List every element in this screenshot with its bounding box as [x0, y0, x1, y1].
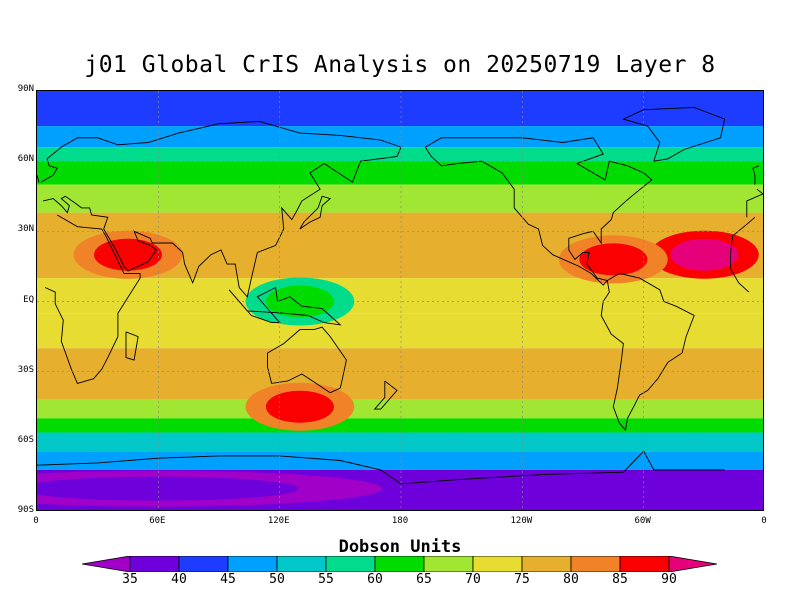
coastline-greenland: [622, 106, 726, 162]
colorbar-tick-label: 75: [514, 572, 530, 587]
band-3: [37, 161, 763, 185]
colorbar-low-arrow: [82, 556, 131, 572]
latitude-label: 30S: [17, 364, 34, 375]
band-4: [37, 184, 763, 213]
colorbar-swatch: [129, 556, 180, 572]
colorbar-title: Dobson Units: [338, 537, 462, 557]
longitude-label: 60W: [634, 516, 651, 526]
feature-1: [670, 238, 739, 271]
longitude-label: 0: [33, 516, 39, 526]
band-10: [37, 418, 763, 433]
latitude-label: 90S: [17, 505, 34, 515]
colorbar: [82, 556, 718, 572]
colorbar-tick-label: 65: [416, 572, 432, 587]
colorbar-swatch: [178, 556, 229, 572]
coastline-new-zealand: [373, 380, 398, 410]
colorbar-tick-label: 55: [318, 572, 334, 587]
colorbar-swatch: [521, 556, 572, 572]
band-11: [37, 432, 763, 452]
coastline-madagascar: [125, 331, 139, 361]
colorbar-tick-label: 60: [367, 572, 383, 587]
longitude-label: 120W: [510, 516, 533, 526]
coastline-british-isles: [37, 165, 760, 185]
coastline-japan: [299, 195, 332, 230]
colorbar-tick-label: 85: [612, 572, 628, 587]
grid-lines: [37, 91, 763, 510]
longitude-label: 180: [391, 516, 409, 526]
latitude-label: 60S: [17, 434, 34, 445]
coastline-indonesia: [228, 286, 342, 326]
colorbar-tick-label: 45: [220, 572, 236, 587]
feature-3: [265, 390, 334, 423]
longitude-label: 120E: [267, 516, 290, 526]
coastline-eurasia: [40, 120, 763, 298]
colorbar-swatch: [570, 556, 621, 572]
map-title: j01 Global CrIS Analysis on 20250719 Lay…: [84, 52, 716, 78]
longitude-label: 60E: [149, 516, 166, 526]
band-12: [37, 451, 763, 470]
colorbar-swatch: [619, 556, 670, 572]
colorbar-swatch: [276, 556, 327, 572]
band-1: [37, 126, 763, 148]
colorbar-swatch: [374, 556, 425, 572]
coastline-antarctica: [37, 450, 725, 485]
colorbar-tick-label: 35: [122, 572, 138, 587]
feature-2: [579, 243, 648, 276]
band-0: [37, 91, 763, 127]
latitude-label: 30N: [17, 224, 34, 235]
longitude-label: 0: [761, 516, 767, 526]
band-2: [37, 147, 763, 162]
latitude-label: EQ: [23, 294, 34, 305]
colorbar-high-arrow: [668, 556, 718, 572]
band-6: [37, 278, 763, 314]
coastline-africa: [44, 214, 756, 384]
coastlines: [37, 106, 763, 485]
colorbar-swatch: [325, 556, 376, 572]
band-8: [37, 348, 763, 400]
colorbar-tick-label: 80: [563, 572, 579, 587]
colorbar-tick-label: 90: [661, 572, 677, 587]
coastline-south-america: [600, 272, 695, 432]
feature-5: [37, 476, 299, 501]
colorbar-swatch: [423, 556, 474, 572]
latitude-label: 60N: [17, 154, 34, 165]
ozone-map: [37, 91, 763, 510]
colorbar-tick-label: 40: [171, 572, 187, 587]
latitude-label: 90N: [17, 84, 34, 94]
colorbar-tick-label: 70: [465, 572, 481, 587]
band-9: [37, 399, 763, 419]
map-panel: [36, 90, 764, 511]
colorbar-swatch: [472, 556, 523, 572]
band-7: [37, 313, 763, 349]
zonal-bands: [37, 91, 763, 510]
coastline-north-america: [424, 137, 653, 286]
feature-0: [94, 238, 162, 271]
colorbar-swatch: [227, 556, 278, 572]
feature-4: [265, 285, 334, 318]
colorbar-tick-label: 50: [269, 572, 285, 587]
